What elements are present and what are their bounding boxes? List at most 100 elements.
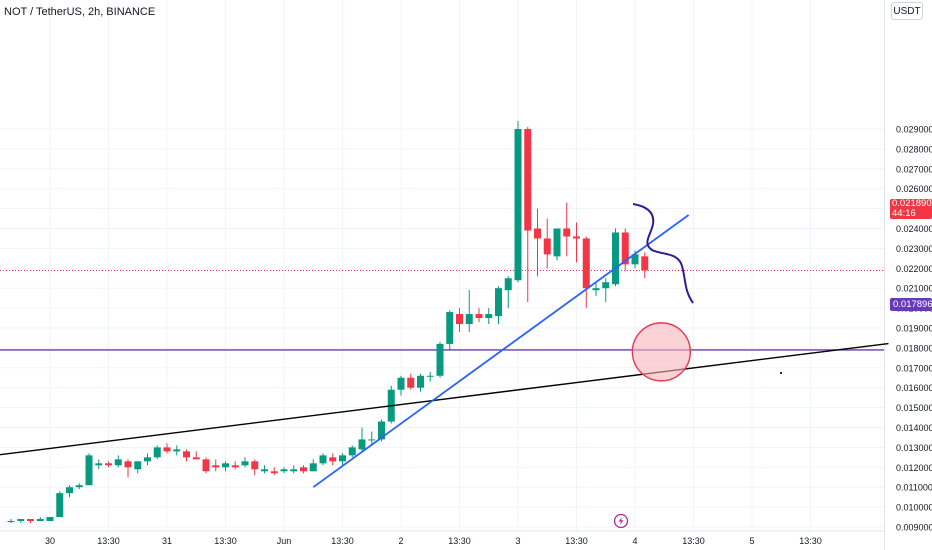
candle-body: [270, 471, 278, 474]
candle-body: [144, 457, 151, 462]
candle-body: [358, 439, 366, 450]
flash-icon[interactable]: [613, 513, 629, 529]
candle: [290, 465, 298, 474]
candle: [105, 461, 112, 468]
target-circle[interactable]: [631, 322, 692, 382]
candle: [436, 341, 444, 378]
candle-body: [173, 449, 181, 452]
time-axis-labels: 30 13:30 31 13:30 Jun 13:30 2 13:30 3 13:30 4 13:30…: [45, 536, 822, 546]
candle: [17, 519, 25, 524]
candle: [46, 517, 54, 522]
candle-body: [261, 469, 268, 472]
candle-body: [300, 467, 307, 472]
candle-body: [368, 439, 376, 441]
time-tick-label: 5: [749, 536, 754, 546]
candle-body: [534, 228, 541, 239]
currency-button[interactable]: USDT: [891, 2, 923, 20]
candle: [56, 491, 64, 518]
candle-body: [563, 228, 571, 237]
candle: [456, 308, 463, 332]
candle-body: [192, 457, 200, 460]
candle: [231, 461, 239, 470]
candle: [36, 517, 44, 522]
price-tick-label: 0.013000: [896, 443, 932, 453]
candle-body: [553, 228, 561, 257]
bar-countdown: 44:16: [892, 208, 916, 219]
candle-body: [582, 238, 590, 289]
black-trendline[interactable]: [0, 342, 889, 465]
candle: [602, 278, 610, 303]
candle-body: [543, 238, 551, 255]
time-tick-label: 13:30: [214, 536, 237, 546]
price-tick-label: 0.010000: [896, 503, 932, 513]
candle: [582, 236, 590, 309]
candle-body: [436, 343, 444, 376]
candle-body: [251, 461, 259, 470]
candle-body: [114, 459, 122, 466]
candle: [514, 121, 522, 283]
candle: [144, 453, 151, 466]
candle: [358, 427, 366, 452]
candle-body: [124, 461, 132, 468]
candle: [495, 286, 502, 325]
candle-body: [495, 288, 502, 317]
candle-body: [134, 461, 142, 470]
time-tick-label: Jun: [277, 536, 292, 546]
candle-body: [319, 455, 327, 464]
candle-body: [631, 254, 639, 265]
price-tick-label: 0.028000: [896, 144, 932, 154]
grid: [0, 0, 884, 531]
candle: [465, 290, 473, 332]
candle-body: [56, 493, 64, 518]
candle: [446, 310, 454, 350]
candle: [309, 459, 317, 472]
candle: [261, 465, 268, 474]
price-tick-label: 0.022000: [896, 264, 932, 274]
candle: [163, 443, 171, 454]
time-tick-label: 13:30: [97, 536, 120, 546]
candle-body: [465, 314, 473, 325]
candle: [270, 467, 278, 476]
candle-body: [183, 451, 190, 458]
candle: [183, 449, 190, 462]
candle-body: [456, 314, 463, 325]
candle-body: [105, 463, 112, 466]
price-tick-label: 0.018000: [896, 343, 932, 353]
candle-body: [514, 129, 522, 281]
candle: [173, 445, 181, 456]
price-tick-label: 0.019000: [896, 324, 932, 334]
candle: [202, 457, 210, 474]
price-tick-label: 0.029000: [896, 125, 932, 135]
candle: [417, 373, 424, 392]
projection-path[interactable]: [632, 203, 694, 304]
candle-body: [426, 375, 434, 377]
time-tick-label: 13:30: [448, 536, 471, 546]
candle-body: [378, 421, 385, 440]
candle: [368, 431, 376, 446]
candle: [563, 202, 571, 257]
time-tick-label: 13:30: [565, 536, 588, 546]
candle: [85, 453, 93, 486]
candle: [504, 276, 512, 309]
candle-body: [241, 461, 249, 466]
candle-body: [602, 282, 610, 289]
price-tick-label: 0.009000: [896, 523, 932, 533]
candle-body: [524, 129, 532, 231]
candle-body: [612, 232, 619, 285]
candle-body: [202, 459, 210, 472]
candle-body: [592, 288, 600, 291]
candle: [241, 457, 249, 468]
candle: [339, 453, 346, 466]
candle-body: [339, 455, 346, 462]
price-tick-label: 0.021000: [896, 284, 932, 294]
candle-body: [475, 314, 483, 319]
time-tick-label: 30: [45, 536, 55, 546]
candles-layer: [7, 121, 649, 524]
candle: [641, 252, 649, 279]
candle: [534, 208, 541, 277]
stray-dot: [779, 371, 783, 375]
blue-trendline[interactable]: [312, 214, 690, 488]
candle: [621, 228, 629, 271]
price-tick-label: 0.014000: [896, 423, 932, 433]
